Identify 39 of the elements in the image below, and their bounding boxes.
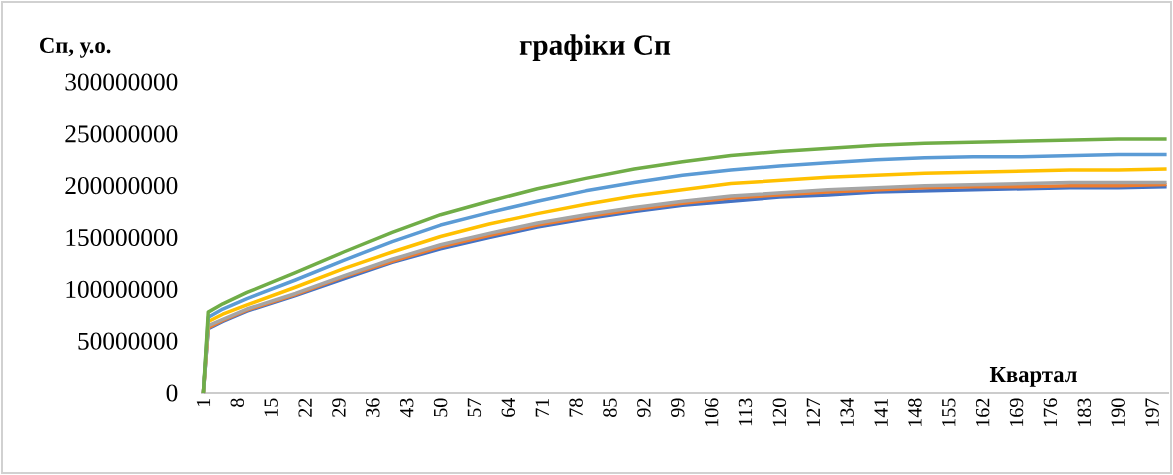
x-tick-label: 1 (196, 398, 211, 406)
x-tick-label: 85 (603, 398, 617, 417)
x-tick-label: 197 (1145, 398, 1159, 426)
x-tick-label: 50 (433, 398, 448, 417)
x-tick-label: 92 (637, 398, 651, 418)
x-tick-label: 134 (840, 398, 854, 426)
x-tick-label: 183 (1077, 398, 1092, 426)
x-tick-label: 127 (806, 398, 820, 426)
x-tick-label: 71 (535, 398, 549, 417)
x-tick-label: 78 (569, 398, 583, 417)
x-tick-label: 162 (975, 398, 990, 426)
y-axis-title: Сп, у.о. (40, 37, 111, 58)
x-tick-label: 57 (467, 398, 482, 417)
y-tick-label: 200000000 (65, 177, 178, 195)
x-tick-label: 155 (942, 398, 956, 426)
x-tick-label: 176 (1043, 398, 1058, 426)
x-tick-label: 148 (908, 398, 922, 426)
x-tick-label: 8 (230, 398, 245, 407)
y-tick-label: 150000000 (66, 228, 178, 247)
x-tick-label: 43 (399, 398, 414, 418)
y-tick-label: 100000000 (66, 280, 178, 298)
y-tick-label: 250000000 (65, 125, 178, 143)
x-tick-label: 113 (738, 398, 753, 426)
x-tick-label: 22 (298, 398, 312, 417)
x-axis-title: Квартал (989, 367, 1077, 387)
x-tick-label: 141 (874, 398, 888, 426)
x-tick-label: 64 (501, 398, 516, 417)
y-tick-label: 50000000 (78, 332, 178, 350)
x-tick-label: 120 (772, 398, 787, 426)
y-tick-label: 0 (166, 384, 178, 402)
x-tick-label: 169 (1009, 398, 1024, 426)
x-tick-label: 99 (671, 398, 685, 418)
chart-title: графіки Сп (519, 34, 671, 61)
x-tick-label: 15 (264, 398, 278, 416)
x-tick-label: 36 (366, 398, 380, 417)
x-tick-label: 29 (332, 398, 346, 417)
x-tick-label: 106 (704, 398, 719, 426)
y-tick-label: 300000000 (65, 73, 178, 91)
x-tick-label: 190 (1111, 398, 1125, 426)
